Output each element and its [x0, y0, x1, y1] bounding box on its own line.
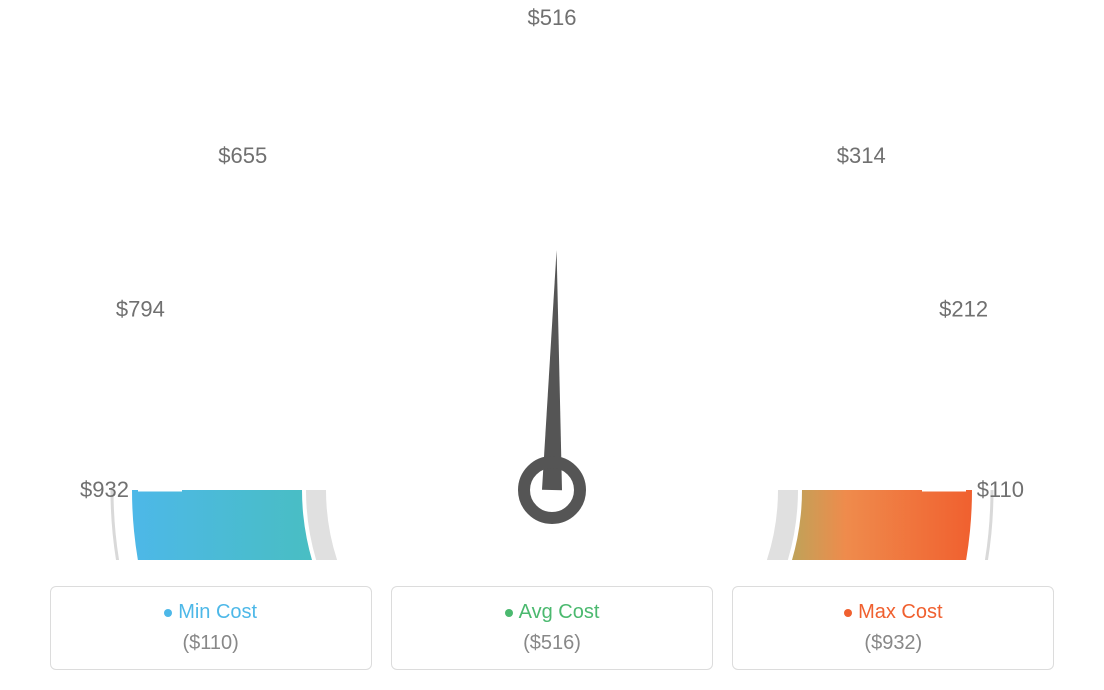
svg-text:$516: $516: [528, 5, 577, 30]
legend-title-avg-text: Avg Cost: [519, 601, 600, 623]
legend-dot-min: [164, 609, 172, 617]
legend-dot-avg: [505, 609, 513, 617]
legend-title-min-text: Min Cost: [178, 601, 257, 623]
legend-dot-max: [844, 609, 852, 617]
svg-text:$110: $110: [977, 477, 1024, 502]
legend-value-max: ($932): [743, 632, 1043, 655]
legend-value-min: ($110): [61, 632, 361, 655]
legend-card-avg: Avg Cost ($516): [391, 586, 713, 670]
svg-text:$794: $794: [116, 296, 165, 321]
gauge-chart-container: $110 $212 $314 $516 $655 $794 $932 Min Cost ($…: [0, 0, 1104, 690]
legend-title-avg: Avg Cost: [402, 601, 702, 624]
svg-text:$932: $932: [80, 477, 129, 502]
legend-title-max-text: Max Cost: [858, 601, 942, 623]
svg-text:$212: $212: [939, 296, 988, 321]
legend-card-max: Max Cost ($932): [732, 586, 1054, 670]
legend-row: Min Cost ($110) Avg Cost ($516) Max Cost…: [0, 586, 1104, 670]
svg-text:$314: $314: [837, 143, 886, 168]
legend-title-min: Min Cost: [61, 601, 361, 624]
legend-card-min: Min Cost ($110): [50, 586, 372, 670]
svg-text:$655: $655: [218, 143, 267, 168]
gauge-svg: $110 $212 $314 $516 $655 $794 $932: [0, 0, 1104, 560]
legend-value-avg: ($516): [402, 632, 702, 655]
legend-title-max: Max Cost: [743, 601, 1043, 624]
